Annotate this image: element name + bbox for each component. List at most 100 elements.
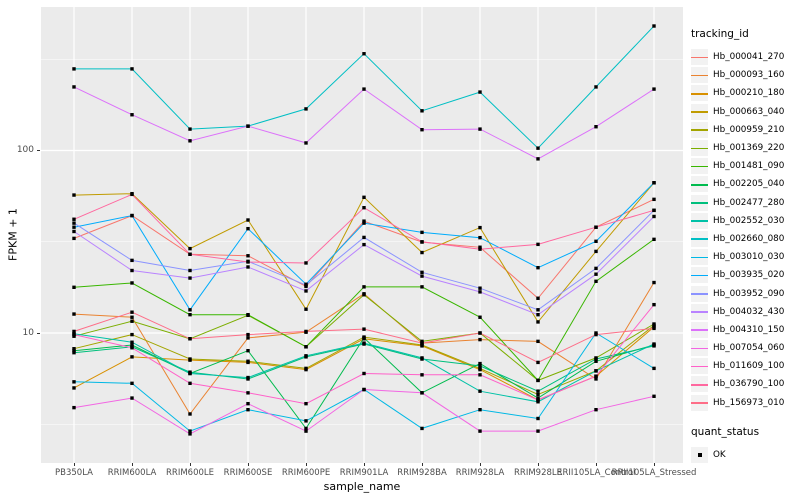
data-point-marker — [130, 281, 134, 285]
data-point-marker — [304, 329, 308, 334]
data-point-marker — [652, 342, 656, 346]
legend-item-Hb_000663_040: Hb_000663_040 — [691, 103, 799, 121]
data-point-marker — [72, 350, 76, 355]
legend-item-Hb_004032_430: Hb_004032_430 — [691, 303, 799, 321]
data-point-marker — [304, 366, 308, 371]
data-point-marker — [362, 205, 366, 210]
data-point-marker — [304, 429, 308, 433]
data-point-marker — [536, 398, 540, 402]
data-point-marker — [652, 24, 656, 28]
data-point-marker — [72, 67, 76, 71]
data-point-marker — [594, 125, 598, 129]
legend-key-line-icon — [691, 220, 708, 222]
data-point-marker — [304, 261, 308, 265]
data-point-marker — [652, 214, 656, 219]
legend-item-Hb_003935_020: Hb_003935_020 — [691, 266, 799, 284]
data-point-marker — [188, 252, 192, 256]
data-point-marker — [594, 407, 598, 412]
data-point-marker — [188, 127, 192, 131]
x-tick-label-RRII105LA_Stressed: RRII105LA_Stressed — [611, 468, 697, 478]
data-point-marker — [652, 322, 656, 326]
legend-item-Hb_002477_280: Hb_002477_280 — [691, 194, 799, 212]
y-tick-mark — [37, 332, 40, 334]
data-point-marker — [72, 329, 76, 334]
x-tick-mark — [363, 463, 365, 466]
data-point-marker — [188, 276, 192, 280]
data-point-marker — [594, 357, 598, 361]
legend-item-Hb_036790_100: Hb_036790_100 — [691, 375, 799, 393]
legend-title-tracking-id: tracking_id — [691, 28, 749, 40]
legend-item-label: Hb_003952_090 — [713, 288, 785, 299]
legend-key-line-icon — [691, 274, 708, 277]
data-point-marker — [246, 407, 250, 412]
data-point-marker — [188, 381, 192, 386]
data-point-marker — [246, 312, 250, 317]
legend-key-swatch — [691, 121, 708, 138]
black-square-point-icon — [697, 452, 702, 457]
data-point-marker — [652, 208, 656, 213]
data-point-marker — [420, 426, 424, 431]
legend-key-line-icon — [691, 383, 708, 386]
legend-key-swatch — [691, 446, 708, 463]
legend-item-label: Hb_000959_210 — [713, 124, 785, 135]
data-point-marker — [536, 265, 540, 270]
data-point-marker — [72, 380, 76, 384]
data-point-marker — [478, 429, 482, 433]
x-tick-mark — [73, 463, 75, 466]
y-tick-label: 10 — [22, 327, 34, 338]
legend: tracking_id Hb_000041_270 Hb_000093_160 Hb… — [691, 28, 799, 464]
legend-item-Hb_156973_010: Hb_156973_010 — [691, 394, 799, 412]
data-point-marker — [362, 341, 366, 345]
data-point-marker — [246, 226, 250, 231]
data-point-marker — [420, 356, 424, 360]
data-point-marker — [72, 285, 76, 289]
data-point-marker — [420, 109, 424, 113]
data-point-marker — [130, 396, 134, 400]
x-tick-label-RRIM600LA: RRIM600LA — [107, 468, 157, 478]
data-point-marker — [536, 308, 540, 312]
data-point-marker — [188, 429, 192, 433]
data-point-marker — [478, 366, 482, 371]
legend-key-line-icon — [691, 74, 708, 77]
x-tick-label-RRIM928BA: RRIM928BA — [397, 468, 447, 478]
data-point-marker — [72, 236, 76, 241]
data-point-marker — [72, 347, 76, 351]
data-point-marker — [72, 405, 76, 410]
legend-key-swatch — [691, 49, 708, 66]
data-point-marker — [130, 315, 134, 319]
legend-item-label: OK — [713, 449, 726, 460]
data-point-marker — [478, 290, 482, 294]
data-point-marker — [536, 360, 540, 365]
data-point-marker — [130, 381, 134, 386]
data-point-marker — [478, 361, 482, 366]
data-point-marker — [246, 359, 250, 363]
legend-key-swatch — [691, 158, 708, 175]
data-point-marker — [246, 332, 250, 337]
legend-item-label: Hb_000663_040 — [713, 106, 785, 117]
data-point-marker — [72, 221, 76, 225]
legend-key-swatch — [691, 394, 708, 411]
x-tick-mark — [305, 463, 307, 466]
legend-item-Hb_000210_180: Hb_000210_180 — [691, 84, 799, 102]
data-point-marker — [652, 87, 656, 91]
data-point-marker — [536, 339, 540, 344]
data-point-marker — [72, 348, 76, 353]
data-point-marker — [188, 139, 192, 143]
legend-key-line-icon — [691, 329, 708, 331]
legend-key-swatch — [691, 267, 708, 284]
data-point-marker — [420, 391, 424, 395]
data-point-marker — [420, 270, 424, 275]
data-point-marker — [304, 283, 308, 287]
data-point-marker — [420, 230, 424, 235]
data-point-marker — [652, 237, 656, 242]
data-point-marker — [72, 229, 76, 234]
data-point-marker — [478, 235, 482, 240]
legend-item-label: Hb_001481_090 — [713, 161, 785, 172]
x-tick-mark — [479, 463, 481, 466]
legend-item-label: Hb_000041_270 — [713, 52, 785, 63]
data-point-marker — [130, 346, 134, 350]
data-point-marker — [362, 221, 366, 225]
data-point-marker — [304, 401, 308, 406]
data-point-marker — [478, 337, 482, 342]
x-tick-label-PB350LA: PB350LA — [55, 468, 93, 478]
